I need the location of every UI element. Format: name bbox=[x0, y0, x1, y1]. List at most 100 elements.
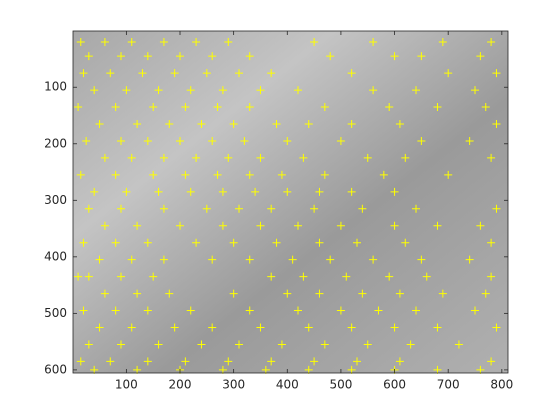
marker bbox=[122, 187, 131, 196]
marker bbox=[492, 69, 501, 78]
marker bbox=[471, 306, 480, 315]
marker bbox=[82, 136, 91, 145]
marker bbox=[106, 357, 115, 366]
marker bbox=[363, 153, 372, 162]
marker bbox=[487, 357, 496, 366]
marker bbox=[422, 272, 431, 281]
marker bbox=[487, 272, 496, 281]
marker bbox=[390, 52, 399, 61]
marker bbox=[138, 69, 147, 78]
marker bbox=[117, 340, 126, 349]
marker bbox=[395, 119, 404, 128]
marker bbox=[90, 187, 99, 196]
image-background bbox=[73, 31, 508, 373]
marker bbox=[465, 255, 474, 264]
marker bbox=[218, 221, 227, 230]
marker bbox=[481, 103, 490, 112]
marker bbox=[492, 119, 501, 128]
marker bbox=[213, 103, 222, 112]
marker bbox=[294, 221, 303, 230]
marker bbox=[444, 69, 453, 78]
marker bbox=[208, 52, 217, 61]
marker bbox=[261, 365, 270, 374]
marker bbox=[417, 136, 426, 145]
marker bbox=[283, 289, 292, 298]
marker bbox=[79, 306, 88, 315]
marker bbox=[218, 187, 227, 196]
marker bbox=[320, 340, 329, 349]
marker bbox=[299, 153, 308, 162]
marker bbox=[256, 323, 265, 332]
marker bbox=[111, 103, 120, 112]
marker bbox=[412, 86, 421, 95]
marker bbox=[100, 38, 109, 47]
marker bbox=[117, 272, 126, 281]
marker bbox=[111, 170, 120, 179]
marker bbox=[159, 204, 168, 213]
marker bbox=[444, 170, 453, 179]
marker bbox=[154, 187, 163, 196]
marker bbox=[315, 187, 324, 196]
marker bbox=[117, 204, 126, 213]
marker bbox=[315, 289, 324, 298]
marker bbox=[170, 323, 179, 332]
marker bbox=[229, 238, 238, 247]
marker bbox=[202, 69, 211, 78]
marker bbox=[326, 255, 335, 264]
marker bbox=[79, 238, 88, 247]
marker bbox=[320, 103, 329, 112]
marker bbox=[417, 52, 426, 61]
x-tick-label: 600 bbox=[383, 378, 406, 392]
marker bbox=[197, 119, 206, 128]
marker bbox=[208, 136, 217, 145]
marker bbox=[385, 103, 394, 112]
marker bbox=[106, 69, 115, 78]
marker bbox=[476, 365, 485, 374]
marker bbox=[395, 357, 404, 366]
marker bbox=[347, 323, 356, 332]
marker bbox=[186, 86, 195, 95]
marker bbox=[90, 365, 99, 374]
marker bbox=[465, 136, 474, 145]
marker bbox=[127, 153, 136, 162]
marker bbox=[487, 238, 496, 247]
marker bbox=[406, 340, 415, 349]
marker bbox=[294, 86, 303, 95]
marker bbox=[272, 119, 281, 128]
marker bbox=[401, 238, 410, 247]
marker bbox=[117, 136, 126, 145]
marker bbox=[379, 170, 388, 179]
x-tick-label: 500 bbox=[329, 378, 352, 392]
marker bbox=[154, 340, 163, 349]
marker bbox=[245, 306, 254, 315]
marker bbox=[390, 221, 399, 230]
marker bbox=[401, 153, 410, 162]
marker bbox=[433, 365, 442, 374]
marker bbox=[143, 306, 152, 315]
marker bbox=[208, 323, 217, 332]
marker bbox=[320, 170, 329, 179]
marker bbox=[133, 289, 142, 298]
marker bbox=[95, 119, 104, 128]
y-tick-label: 600 bbox=[44, 362, 67, 376]
marker bbox=[90, 86, 99, 95]
marker bbox=[245, 170, 254, 179]
y-tick-label: 200 bbox=[44, 136, 67, 150]
marker bbox=[310, 38, 319, 47]
y-tick-label: 100 bbox=[44, 80, 67, 94]
marker bbox=[181, 103, 190, 112]
marker bbox=[143, 357, 152, 366]
marker bbox=[224, 38, 233, 47]
marker bbox=[256, 86, 265, 95]
marker bbox=[117, 52, 126, 61]
x-tick-label: 100 bbox=[115, 378, 138, 392]
marker bbox=[176, 136, 185, 145]
marker bbox=[353, 238, 362, 247]
marker bbox=[315, 238, 324, 247]
marker bbox=[218, 86, 227, 95]
marker bbox=[84, 272, 93, 281]
marker bbox=[84, 52, 93, 61]
marker bbox=[336, 306, 345, 315]
marker bbox=[310, 357, 319, 366]
